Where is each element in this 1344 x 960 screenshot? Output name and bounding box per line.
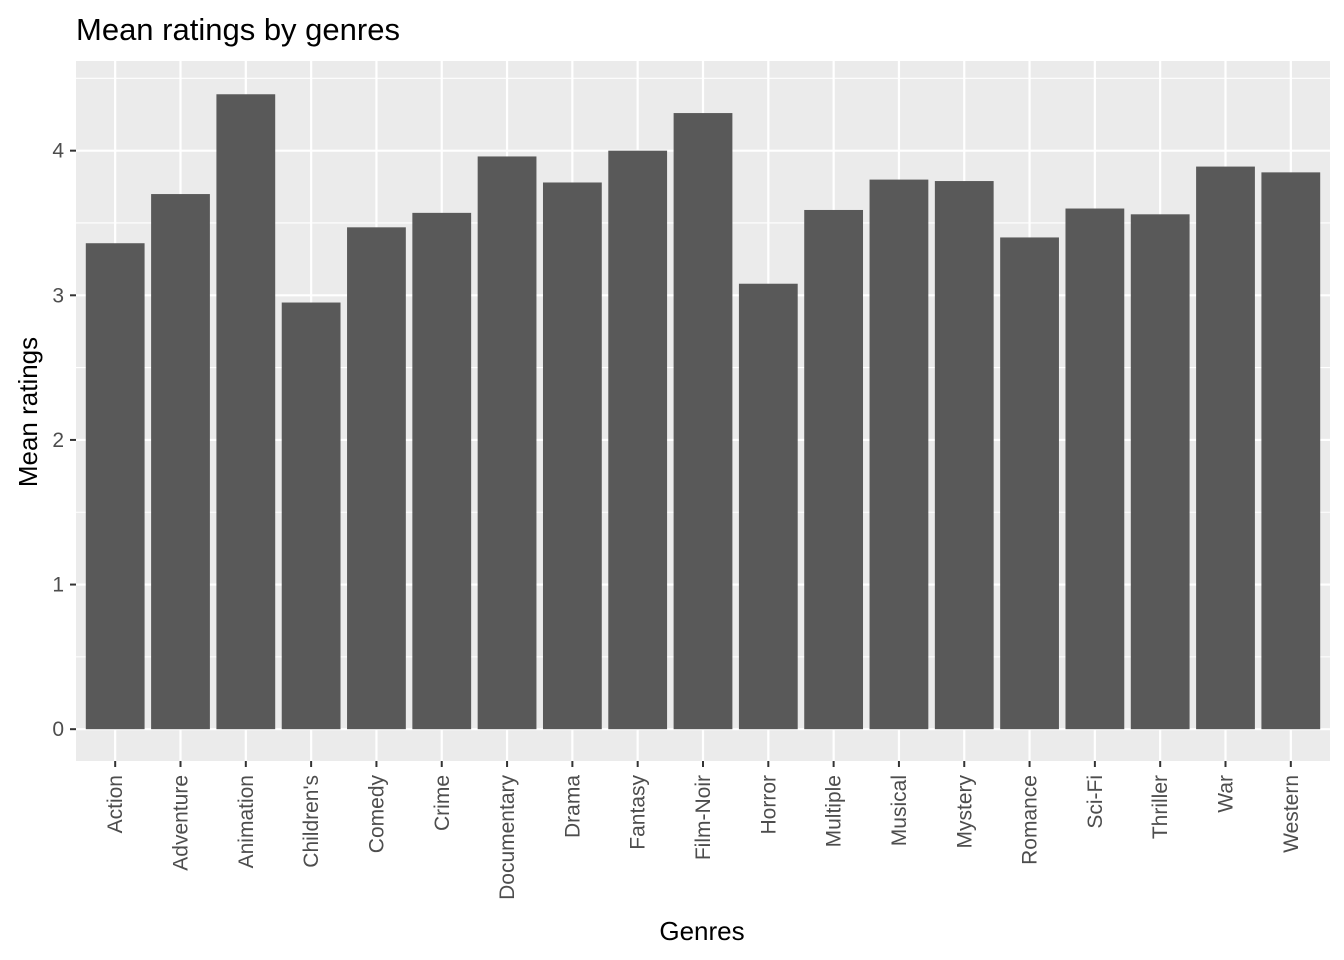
bar-musical	[869, 179, 929, 730]
x-tick-label: Animation	[235, 775, 258, 868]
bar-drama	[542, 182, 602, 730]
bar-romance	[1000, 237, 1059, 730]
bar-film-noir	[673, 113, 733, 730]
bar-thriller	[1130, 214, 1190, 730]
bar-crime	[412, 212, 472, 730]
x-tick-label: Multiple	[823, 775, 846, 847]
x-axis: Action Adventure Animation Children's Comedy…	[104, 761, 1303, 900]
x-tick-label: Fantasy	[627, 775, 650, 850]
x-tick-label: Comedy	[365, 775, 388, 854]
bar-action	[85, 243, 145, 730]
y-axis-title: Mean ratings	[13, 337, 43, 487]
y-tick-label: 1	[52, 574, 64, 597]
chart-title: Mean ratings by genres	[76, 12, 400, 47]
x-tick-label: Musical	[888, 775, 911, 846]
x-tick-label: Crime	[431, 775, 454, 831]
x-tick-label: Film-Noir	[692, 775, 715, 860]
y-tick-label: 0	[52, 718, 64, 741]
bar-animation	[216, 94, 276, 730]
bars	[85, 94, 1321, 730]
x-tick-label: Western	[1280, 775, 1303, 853]
x-tick-label: Thriller	[1149, 775, 1172, 839]
x-tick-label: Horror	[757, 775, 780, 835]
bar-war	[1196, 166, 1255, 730]
bar-multiple	[804, 209, 864, 730]
x-tick-label: Action	[104, 775, 127, 833]
bar-adventure	[151, 194, 210, 730]
x-tick-label: Mystery	[953, 775, 976, 849]
bar-western	[1261, 172, 1321, 730]
y-tick-label: 4	[52, 140, 64, 163]
y-tick-label: 3	[52, 284, 64, 307]
x-tick-label: Adventure	[170, 775, 193, 871]
x-tick-label: Documentary	[496, 775, 519, 900]
x-tick-label: Children's	[300, 775, 323, 868]
x-tick-label: Sci-Fi	[1084, 775, 1107, 829]
x-axis-title: Genres	[659, 916, 744, 946]
x-tick-label: Romance	[1019, 775, 1042, 865]
bar-comedy	[347, 227, 406, 730]
bar-children-s	[281, 302, 341, 730]
bar-fantasy	[608, 150, 668, 730]
y-axis: 0 1 2 3 4	[52, 140, 76, 741]
bar-documentary	[477, 156, 537, 730]
y-tick-label: 2	[52, 429, 64, 452]
bar-mystery	[934, 181, 994, 730]
bar-horror	[738, 283, 798, 730]
bar-sci-fi	[1065, 208, 1125, 730]
x-tick-label: Drama	[561, 775, 584, 838]
x-tick-label: War	[1215, 775, 1238, 813]
